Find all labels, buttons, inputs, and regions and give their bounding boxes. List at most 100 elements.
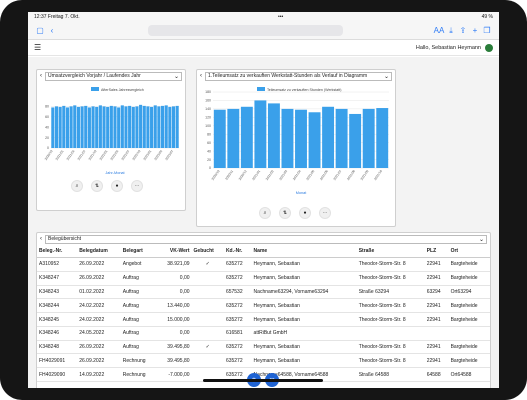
back-icon[interactable]: ‹ — [40, 73, 42, 79]
y-tick-label: 80 — [207, 132, 211, 136]
table-cell: 635272 — [223, 271, 252, 286]
back-icon[interactable]: ‹ — [200, 73, 202, 79]
x-tick-label: 2022/07 — [121, 149, 131, 161]
table-cell — [191, 298, 224, 314]
multitask-dots-icon[interactable]: ••• — [277, 14, 284, 20]
table-cell: Bargteheide — [448, 340, 490, 355]
bar — [65, 107, 70, 148]
legend-label: AfterSales Jahresvergleich — [101, 88, 144, 92]
text-size-button[interactable]: AA — [433, 26, 445, 35]
y-tick-label: 0 — [47, 146, 49, 150]
table-cell: Auftrag — [120, 340, 157, 355]
zoom-icon[interactable]: ⌕ — [259, 207, 271, 219]
table-cell: 24.05.2022 — [77, 326, 121, 341]
bar — [157, 106, 161, 148]
bar — [124, 106, 128, 148]
chart-selector-left-label: Umsatzvergleich Vorjahr / Laufendes Jahr — [48, 73, 141, 79]
bar — [335, 108, 348, 168]
x-tick-label: 2021/07 — [333, 169, 343, 181]
download-icon[interactable]: ⤓ — [449, 25, 453, 35]
table-row[interactable]: FH4029091 26.09.2022 Rechnung 39.495,80 6352… — [37, 353, 490, 369]
table-cell: 63294 — [424, 285, 449, 300]
table-cell: 635272 — [223, 353, 252, 369]
sidebar-icon[interactable]: ▢ — [36, 26, 44, 35]
home-indicator — [203, 379, 323, 382]
bar — [73, 105, 77, 148]
user-icon[interactable]: ● — [299, 207, 311, 219]
chart-left: AfterSales Jahresvergleich 0 20 40 60 80 2020/… — [37, 84, 187, 176]
x-tick-label: 2021/04 — [66, 149, 76, 161]
filter-icon[interactable]: ⇅ — [91, 180, 103, 192]
tabs-icon[interactable]: ❐ — [483, 26, 491, 35]
column-header[interactable]: Ort — [448, 245, 490, 258]
table-cell — [191, 271, 224, 286]
chart-selector-left[interactable]: Umsatzvergleich Vorjahr / Laufendes Jahr… — [45, 71, 182, 81]
x-tick-label: 2023/07 — [164, 149, 174, 161]
y-tick-label: 20 — [45, 136, 49, 140]
user-avatar-icon[interactable] — [485, 43, 493, 52]
document-table: Beleg.-Nr. Belegdatum Belegart VK-Wert Gebuc… — [37, 245, 490, 383]
new-tab-icon[interactable]: + — [472, 26, 478, 35]
share-icon[interactable]: ⇪ — [459, 26, 467, 35]
table-row[interactable]: K348245 24.02.2022 Auftrag 15.000,00 635272 H… — [37, 312, 490, 327]
column-header[interactable]: VK-Wert — [156, 245, 192, 258]
y-tick-label: 100 — [205, 124, 211, 128]
table-cell: Theodor-Storm-Str. 8 — [356, 271, 425, 286]
table-row[interactable]: K348246 24.05.2022 Auftrag 0,00 616581 attRiB… — [37, 326, 490, 341]
table-cell: 39.495,80 — [156, 340, 192, 355]
table-cell: 24.02.2022 — [77, 312, 121, 327]
back-icon[interactable]: ‹ — [50, 26, 54, 35]
table-cell — [191, 353, 224, 369]
y-tick-label: 120 — [205, 116, 211, 120]
table-cell: 635272 — [223, 340, 252, 355]
chevron-down-icon: ⌄ — [478, 236, 484, 243]
x-tick-label: 2023/01 — [142, 149, 152, 161]
table-row[interactable]: K348244 24.02.2022 Auftrag 13.440,00 635272 H… — [37, 298, 490, 314]
table-row[interactable]: A310952 26.09.2022 Angebot 38.921,09 ✓ 635272… — [37, 257, 490, 272]
user-icon[interactable]: ● — [111, 180, 123, 192]
bar — [80, 106, 84, 148]
column-header[interactable]: Kd.-Nr. — [223, 245, 252, 258]
back-icon[interactable]: ‹ — [40, 236, 42, 242]
table-cell: K348244 — [37, 298, 78, 314]
column-header[interactable]: Straße — [356, 245, 425, 258]
table-cell: 635272 — [223, 257, 252, 272]
chart-selector-right[interactable]: 1.Teileumsatz zu verkauften Werkstatt-St… — [205, 71, 392, 81]
table-row[interactable]: K348247 26.09.2022 Auftrag 0,00 635272 Heyman… — [37, 271, 490, 286]
y-tick-label: 60 — [207, 141, 211, 145]
column-header[interactable]: Gebucht — [191, 245, 224, 258]
column-header[interactable]: Belegart — [120, 245, 157, 258]
legend-label: Teileumsatz zu verkauften Stunden (Werks… — [267, 88, 341, 92]
column-header[interactable]: Beleg.-Nr. — [37, 245, 78, 258]
table-cell — [448, 326, 490, 341]
column-header[interactable]: Name — [251, 245, 357, 258]
y-tick-label: 40 — [45, 125, 49, 129]
table-row[interactable]: K348243 01.02.2022 Auftrag 0,00 657532 Nachna… — [37, 285, 490, 300]
y-tick-label: 40 — [207, 149, 211, 153]
filter-icon[interactable]: ⇅ — [279, 207, 291, 219]
column-header[interactable]: PLZ — [424, 245, 449, 258]
more-icon[interactable]: ⋯ — [319, 207, 331, 219]
status-date: Freitag 7. Okt. — [47, 14, 80, 20]
x-tick-label: 2021/01 — [55, 149, 65, 161]
table-row[interactable]: K348248 26.09.2022 Auftrag 39.495,80 ✓ 635272… — [37, 340, 490, 355]
menu-icon[interactable]: ☰ — [34, 43, 42, 52]
table-cell: A310952 — [37, 257, 78, 272]
table-cell: FH4029091 — [37, 353, 78, 369]
table-cell: Theodor-Storm-Str. 8 — [356, 353, 425, 369]
x-axis-label: Monat — [296, 191, 307, 195]
table-cell: Heymann, Sebastian — [251, 271, 357, 286]
table-selector[interactable]: Belegübersicht ⌄ — [45, 234, 487, 244]
bar — [54, 106, 59, 148]
zoom-icon[interactable]: ⌕ — [71, 180, 83, 192]
column-header[interactable]: Belegdatum — [77, 245, 121, 258]
more-icon[interactable]: ⋯ — [131, 180, 143, 192]
address-bar[interactable] — [148, 25, 343, 36]
app-header: ☰ Hallo, Sebastian Heymann — [28, 40, 499, 56]
legend-swatch — [91, 87, 99, 91]
user-info[interactable]: Hallo, Sebastian Heymann — [416, 43, 493, 52]
table-cell: 22941 — [424, 257, 449, 272]
bar — [139, 104, 143, 148]
table-cell: 22941 — [424, 271, 449, 286]
table-cell: 39.495,80 — [156, 353, 192, 369]
